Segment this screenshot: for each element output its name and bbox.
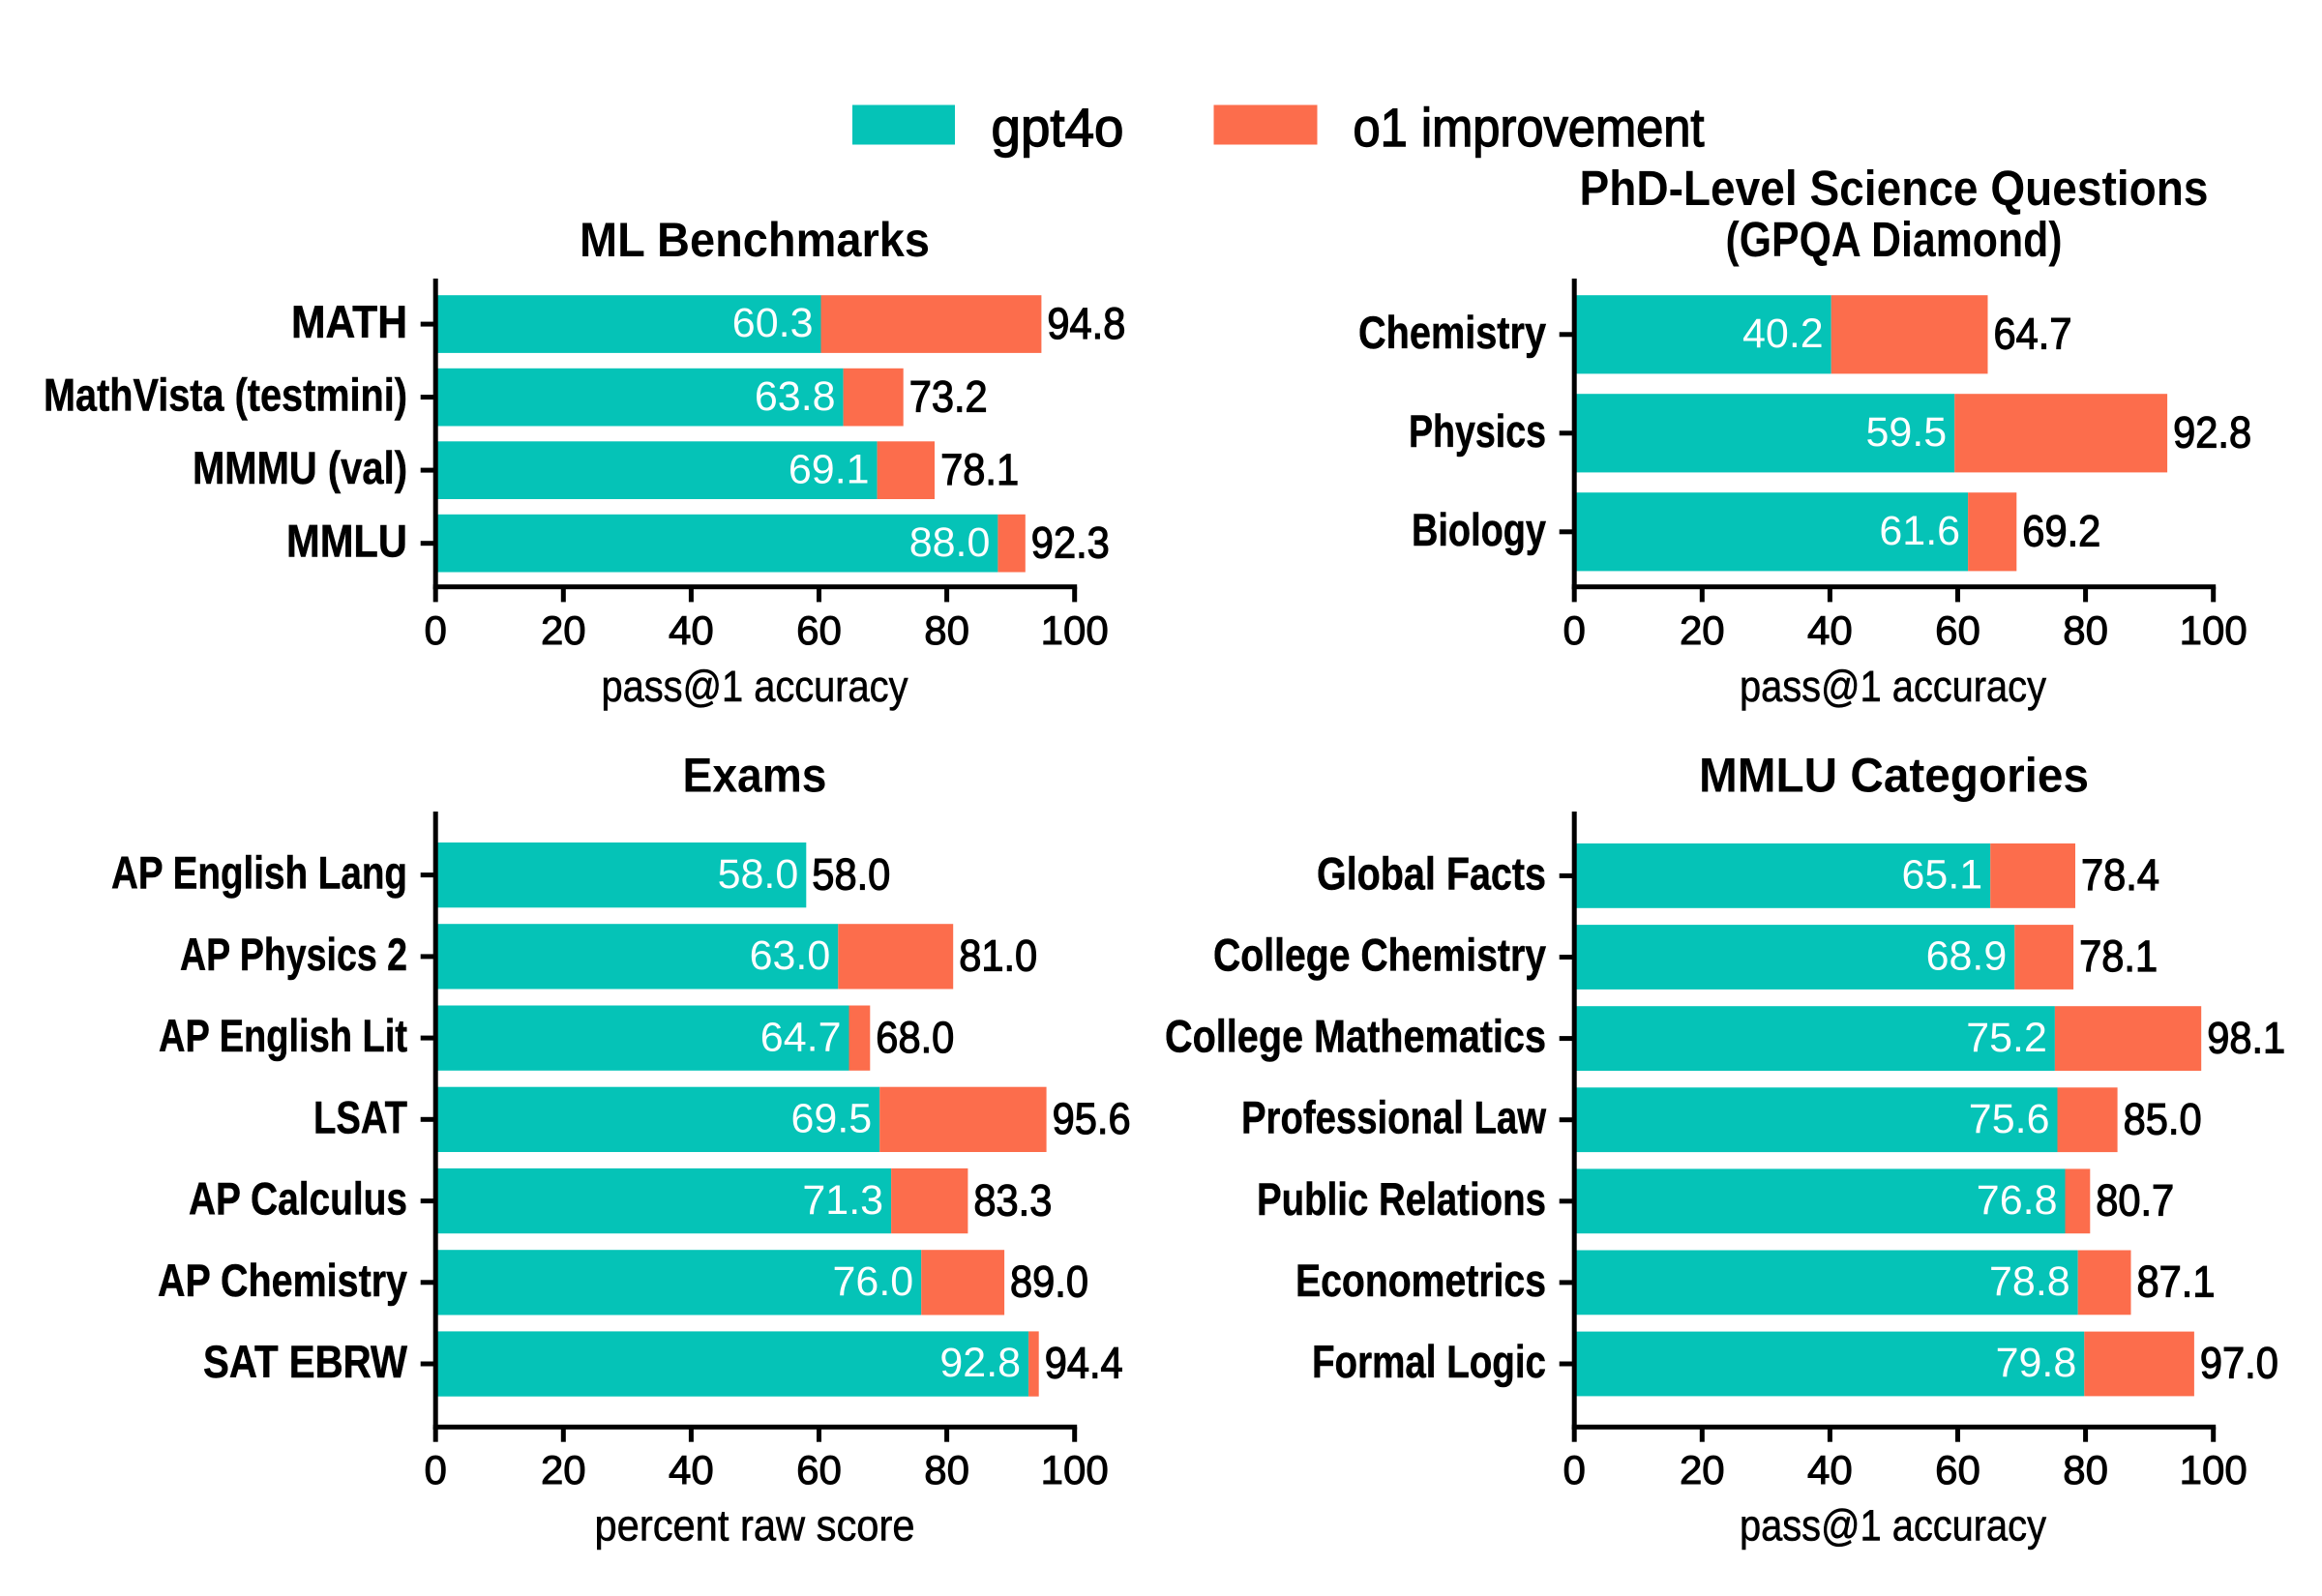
- svg-text:83.3: 83.3: [973, 1175, 1052, 1225]
- svg-text:95.6: 95.6: [1053, 1094, 1131, 1143]
- svg-text:71.3: 71.3: [802, 1177, 883, 1224]
- svg-text:40.2: 40.2: [1742, 310, 1824, 357]
- svg-text:59.5: 59.5: [1865, 409, 1947, 456]
- svg-text:88.0: 88.0: [909, 519, 991, 566]
- svg-text:40: 40: [669, 607, 714, 653]
- svg-text:SAT EBRW: SAT EBRW: [203, 1336, 408, 1387]
- svg-text:LSAT: LSAT: [313, 1091, 407, 1142]
- svg-text:69.2: 69.2: [2022, 507, 2100, 556]
- svg-text:73.2: 73.2: [909, 371, 988, 421]
- svg-text:AP Chemistry: AP Chemistry: [158, 1255, 407, 1306]
- svg-text:80: 80: [924, 607, 969, 653]
- svg-text:0: 0: [425, 1447, 447, 1493]
- svg-text:76.0: 76.0: [832, 1258, 913, 1305]
- svg-text:60: 60: [796, 1447, 842, 1493]
- svg-text:85.0: 85.0: [2124, 1094, 2202, 1143]
- svg-text:AP Physics 2: AP Physics 2: [180, 929, 407, 980]
- svg-text:0: 0: [425, 607, 447, 653]
- svg-text:MathVista (testmini): MathVista (testmini): [44, 369, 407, 421]
- svg-text:92.8: 92.8: [939, 1340, 1021, 1386]
- svg-text:100: 100: [2180, 607, 2248, 653]
- svg-text:Biology: Biology: [1412, 504, 1546, 555]
- svg-text:20: 20: [1680, 1447, 1725, 1493]
- svg-text:Formal Logic: Formal Logic: [1312, 1336, 1546, 1387]
- svg-text:AP English Lit: AP English Lit: [159, 1010, 407, 1061]
- svg-text:68.9: 68.9: [1926, 933, 2008, 980]
- svg-text:40: 40: [1807, 1447, 1853, 1493]
- svg-text:pass@1 accuracy: pass@1 accuracy: [1740, 662, 2046, 711]
- svg-text:75.6: 75.6: [1969, 1096, 2050, 1142]
- svg-text:76.8: 76.8: [1977, 1177, 2058, 1224]
- svg-text:MMLU Categories: MMLU Categories: [1699, 748, 2089, 802]
- svg-text:Physics: Physics: [1409, 405, 1546, 457]
- svg-text:100: 100: [2180, 1447, 2248, 1493]
- svg-text:60: 60: [1935, 607, 1980, 653]
- svg-text:pass@1 accuracy: pass@1 accuracy: [602, 662, 908, 711]
- svg-text:89.0: 89.0: [1010, 1257, 1088, 1307]
- svg-text:percent raw score: percent raw score: [595, 1500, 915, 1550]
- svg-text:58.0: 58.0: [718, 851, 799, 898]
- svg-text:PhD-Level Science Questions: PhD-Level Science Questions: [1580, 161, 2209, 216]
- svg-text:Global Facts: Global Facts: [1317, 847, 1546, 899]
- svg-text:Public Relations: Public Relations: [1257, 1173, 1546, 1225]
- svg-text:65.1: 65.1: [1901, 852, 1982, 899]
- svg-text:78.1: 78.1: [940, 445, 1019, 494]
- svg-text:80: 80: [2063, 1447, 2108, 1493]
- svg-text:75.2: 75.2: [1966, 1015, 2047, 1061]
- svg-text:79.8: 79.8: [1996, 1340, 2077, 1386]
- svg-text:68.0: 68.0: [876, 1013, 954, 1062]
- svg-text:69.5: 69.5: [790, 1096, 872, 1142]
- svg-text:78.1: 78.1: [2079, 931, 2158, 981]
- svg-text:20: 20: [1680, 607, 1725, 653]
- svg-text:97.0: 97.0: [2200, 1339, 2278, 1388]
- svg-text:College Chemistry: College Chemistry: [1213, 930, 1546, 981]
- svg-text:63.8: 63.8: [755, 373, 836, 420]
- svg-text:40: 40: [669, 1447, 714, 1493]
- svg-text:AP English Lang: AP English Lang: [111, 847, 407, 899]
- svg-text:87.1: 87.1: [2137, 1257, 2216, 1307]
- svg-text:100: 100: [1041, 1447, 1109, 1493]
- svg-text:MMMU (val): MMMU (val): [193, 442, 407, 493]
- svg-text:0: 0: [1563, 607, 1586, 653]
- svg-text:Exams: Exams: [683, 748, 827, 802]
- svg-text:60.3: 60.3: [732, 300, 814, 346]
- svg-text:98.1: 98.1: [2207, 1013, 2285, 1062]
- svg-text:69.1: 69.1: [789, 446, 870, 492]
- svg-text:92.3: 92.3: [1031, 517, 1110, 567]
- svg-text:94.8: 94.8: [1047, 299, 1125, 348]
- svg-text:64.7: 64.7: [1994, 310, 2072, 359]
- svg-text:60: 60: [1935, 1447, 1980, 1493]
- svg-text:Professional Law: Professional Law: [1241, 1092, 1546, 1143]
- svg-text:80: 80: [924, 1447, 969, 1493]
- svg-text:40: 40: [1807, 607, 1853, 653]
- svg-text:81.0: 81.0: [959, 931, 1037, 981]
- svg-text:61.6: 61.6: [1879, 508, 1960, 554]
- svg-text:78.8: 78.8: [1989, 1258, 2070, 1305]
- svg-text:ML Benchmarks: ML Benchmarks: [580, 213, 930, 267]
- svg-text:63.0: 63.0: [750, 932, 831, 979]
- svg-text:0: 0: [1563, 1447, 1586, 1493]
- svg-text:AP Calculus: AP Calculus: [189, 1173, 407, 1225]
- svg-text:80.7: 80.7: [2096, 1176, 2174, 1226]
- svg-text:o1 improvement: o1 improvement: [1354, 97, 1705, 158]
- svg-text:20: 20: [541, 607, 586, 653]
- svg-text:60: 60: [796, 607, 842, 653]
- svg-text:Chemistry: Chemistry: [1358, 307, 1546, 358]
- svg-text:92.8: 92.8: [2173, 408, 2251, 458]
- svg-text:78.4: 78.4: [2081, 850, 2159, 900]
- svg-text:MMLU: MMLU: [286, 516, 407, 567]
- svg-text:Econometrics: Econometrics: [1295, 1255, 1546, 1306]
- svg-text:20: 20: [541, 1447, 586, 1493]
- svg-text:MATH: MATH: [291, 296, 407, 347]
- svg-text:64.7: 64.7: [760, 1014, 842, 1060]
- svg-text:(GPQA Diamond): (GPQA Diamond): [1726, 212, 2063, 267]
- svg-text:pass@1 accuracy: pass@1 accuracy: [1740, 1500, 2046, 1550]
- svg-text:College Mathematics: College Mathematics: [1165, 1011, 1546, 1062]
- svg-text:gpt4o: gpt4o: [992, 97, 1124, 158]
- svg-text:80: 80: [2063, 607, 2108, 653]
- svg-text:94.4: 94.4: [1045, 1339, 1123, 1388]
- svg-text:100: 100: [1041, 607, 1109, 653]
- svg-text:58.0: 58.0: [812, 849, 890, 899]
